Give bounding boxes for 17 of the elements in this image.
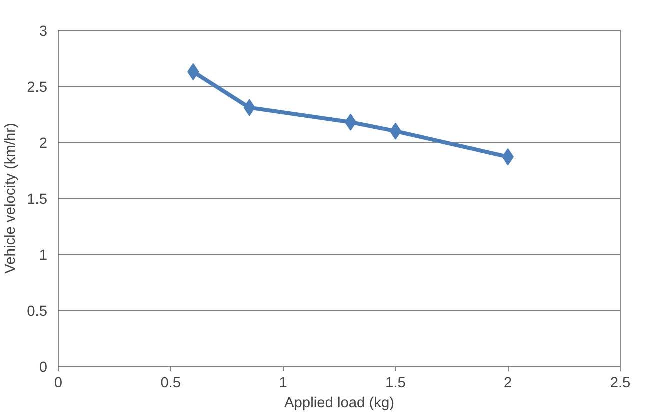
y-axis-title: Vehicle velocity (km/hr) [3, 123, 20, 274]
x-tick-label: 2 [504, 376, 512, 392]
x-tick-label: 1.5 [386, 376, 406, 392]
x-axis-title: Applied load (kg) [284, 396, 395, 412]
y-tick-label: 1 [39, 248, 48, 264]
y-tick-label: 0 [39, 360, 48, 376]
y-tick-label: 2 [39, 136, 48, 152]
y-tick-label: 0.5 [27, 304, 48, 320]
point [344, 114, 357, 131]
point [390, 122, 402, 140]
x-tick-label: 1 [279, 376, 288, 392]
y-tick-label: 3 [39, 24, 48, 40]
x-tick-label: 0.5 [160, 376, 182, 392]
y-tick-label: 2.5 [27, 80, 48, 96]
x-tick-label: 0 [54, 376, 63, 392]
x-tick-label: 2.5 [610, 376, 631, 392]
y-tick-label: 1.5 [27, 192, 48, 208]
